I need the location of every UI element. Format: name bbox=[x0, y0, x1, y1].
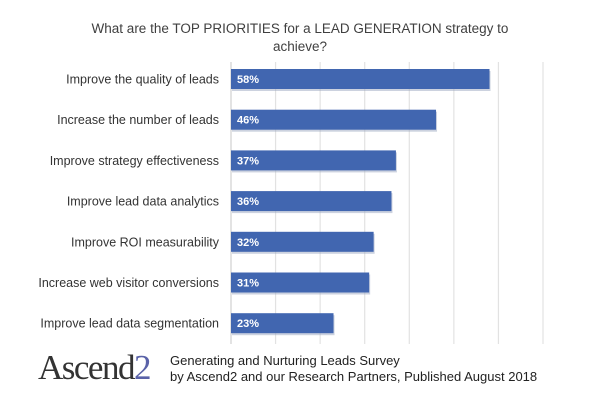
logo-text: Ascend bbox=[38, 348, 135, 387]
category-labels: Improve the quality of leads Increase the… bbox=[38, 73, 219, 331]
category-label: Improve strategy effectiveness bbox=[50, 154, 219, 168]
data-label: 36% bbox=[237, 196, 259, 208]
category-label: Improve lead data segmentation bbox=[40, 317, 219, 331]
data-label: 46% bbox=[237, 115, 259, 127]
bar bbox=[231, 272, 370, 293]
bar bbox=[231, 109, 437, 130]
category-label: Increase the number of leads bbox=[57, 113, 219, 127]
data-label: 32% bbox=[237, 237, 259, 249]
data-label: 31% bbox=[237, 278, 259, 290]
category-label: Improve ROI measurability bbox=[71, 235, 220, 249]
category-label: Improve lead data analytics bbox=[67, 195, 219, 209]
category-label: Increase web visitor conversions bbox=[38, 276, 219, 290]
source-line-2: by Ascend2 and our Research Partners, Pu… bbox=[170, 369, 538, 384]
bar bbox=[231, 150, 396, 171]
category-label: Improve the quality of leads bbox=[66, 73, 219, 87]
chart-title: What are the TOP PRIORITIES for a LEAD G… bbox=[91, 21, 509, 54]
source-note: Generating and Nurturing Leads Survey by… bbox=[170, 353, 537, 385]
bar bbox=[231, 69, 490, 89]
source-line-1: Generating and Nurturing Leads Survey bbox=[170, 353, 400, 368]
data-label: 23% bbox=[237, 318, 259, 330]
ascend2-logo: Ascend2 bbox=[38, 348, 152, 388]
bar bbox=[231, 313, 334, 334]
data-label: 37% bbox=[237, 155, 259, 167]
bars bbox=[231, 69, 491, 336]
data-label: 58% bbox=[237, 74, 259, 86]
gridlines bbox=[230, 62, 544, 344]
bar bbox=[231, 191, 392, 212]
logo-accent: 2 bbox=[133, 348, 152, 387]
bar bbox=[231, 231, 374, 252]
data-labels: 58% 46% 37% 36% 32% 31% 23% bbox=[237, 74, 259, 330]
